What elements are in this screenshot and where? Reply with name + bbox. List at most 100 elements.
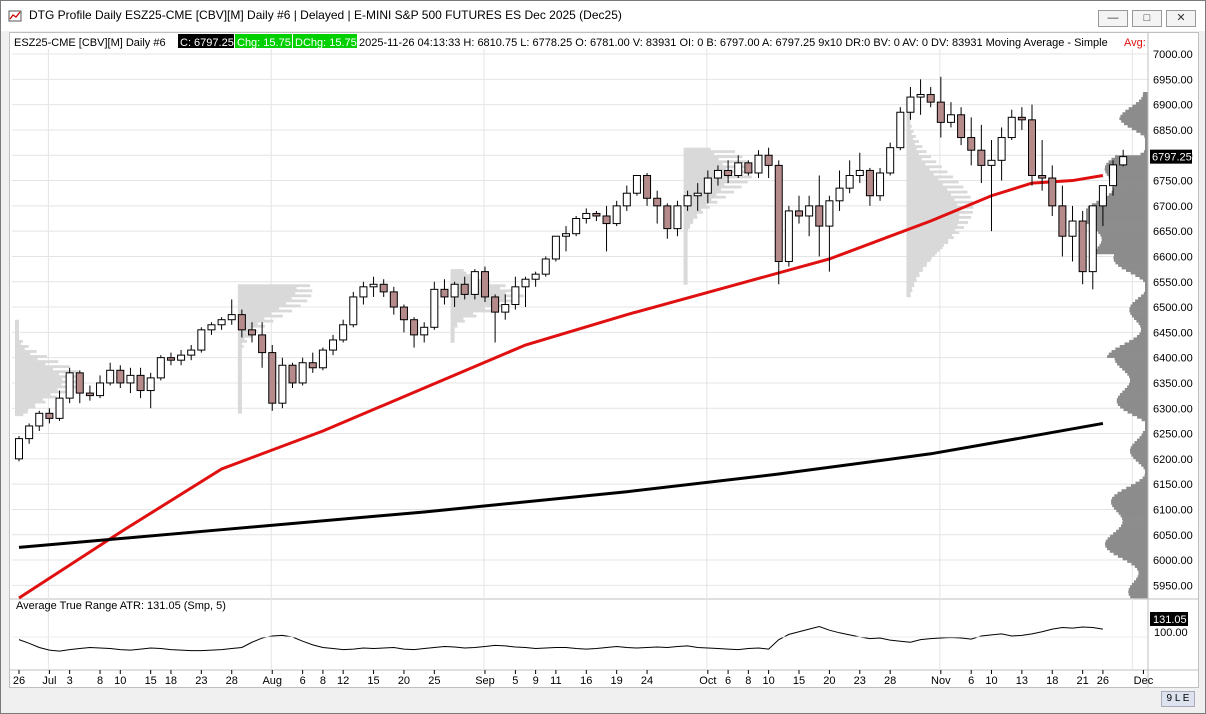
volume-profile-bar	[1145, 286, 1148, 290]
volume-profile-bar	[1117, 395, 1148, 399]
volume-profile-bar	[1132, 301, 1148, 305]
profile-bar	[906, 243, 945, 247]
volume-profile-bar	[1093, 251, 1148, 255]
date-tick-label: 6	[300, 675, 306, 687]
candle-body	[450, 283, 459, 298]
profile-bar	[237, 319, 274, 323]
candle-body	[693, 192, 702, 197]
candle-body	[612, 205, 621, 225]
status-mode[interactable]: 9 L E	[1161, 691, 1195, 707]
profile-bar	[683, 188, 721, 191]
candle	[754, 150, 763, 179]
candle-body	[55, 397, 64, 419]
close-button[interactable]: ✕	[1166, 10, 1196, 27]
profile-bar	[15, 380, 84, 384]
volume-profile-bar	[1138, 572, 1148, 576]
price-chart[interactable]: 7000.006950.006900.006850.006800.006750.…	[10, 33, 1198, 687]
volume-profile-bar	[1127, 372, 1148, 376]
date-tick-label: 28	[884, 675, 896, 687]
candle-body	[977, 149, 986, 166]
candle-body	[197, 329, 206, 351]
profile-bar	[237, 390, 242, 394]
profile-bar	[683, 210, 704, 214]
profile-bar	[906, 266, 923, 270]
profile-bar	[15, 395, 57, 399]
date-axis[interactable]: 26 Jul 3 8 10 15 18 23 28 Aug 6 8 12 15 20 25 Sep 5 9 11 16 1…	[13, 670, 1154, 687]
price-axis[interactable]: 7000.006950.006900.006850.006800.006750.…	[1147, 33, 1193, 687]
profile-bar	[683, 233, 688, 237]
candle-body	[1119, 156, 1128, 166]
profile-bar	[450, 304, 508, 308]
candle-body	[126, 374, 135, 384]
profile-bar	[237, 398, 242, 401]
volume-profile-bar	[1138, 99, 1148, 103]
volume-profile-bar	[1099, 243, 1148, 247]
volume-profile-bar	[1143, 291, 1148, 295]
volume-profile-right	[1086, 92, 1148, 599]
profile-bar	[906, 200, 973, 204]
candles[interactable]	[15, 76, 1128, 462]
profile-bar	[906, 284, 915, 288]
candle	[1098, 185, 1107, 227]
candle	[825, 195, 834, 272]
volume-profile-bar	[1139, 479, 1148, 482]
profile-bar	[237, 294, 312, 298]
volume-profile-bar	[1144, 468, 1148, 472]
ma-fast-line	[18, 174, 1104, 600]
volume-profile-bar	[1118, 527, 1148, 530]
candle	[967, 117, 976, 166]
volume-profile-bar	[1116, 509, 1148, 513]
candle-body	[936, 101, 945, 123]
profile-bar	[15, 342, 21, 346]
volume-profile-bar	[1140, 329, 1148, 333]
candle-body	[1068, 220, 1077, 237]
volume-profile-bar	[1139, 332, 1148, 336]
candle-body	[926, 94, 935, 103]
candle	[258, 322, 267, 368]
volume-profile-bar	[1131, 562, 1148, 566]
profile-bar	[683, 150, 736, 154]
candle-body	[480, 271, 489, 298]
profile-bar	[906, 208, 959, 212]
volume-profile-bar	[1145, 471, 1148, 475]
volume-profile-bar	[1108, 352, 1148, 356]
profile-bar	[906, 142, 915, 146]
candle-body	[541, 258, 550, 275]
volume-profile-bar	[1105, 170, 1148, 174]
candle	[632, 174, 641, 196]
profile-bar	[237, 355, 242, 358]
chart-area[interactable]: 7000.006950.006900.006850.006800.006750.…	[9, 32, 1199, 688]
minimize-button[interactable]: —	[1098, 10, 1128, 27]
profile-bar	[683, 264, 688, 267]
profile-bar	[906, 147, 917, 151]
candle	[865, 167, 874, 206]
price-tick: 6450.00	[1153, 327, 1193, 339]
date-tick-label: 25	[428, 675, 440, 687]
profile-bar	[15, 393, 51, 396]
volume-profile-bar	[1122, 390, 1148, 394]
profile-bar	[237, 345, 244, 348]
profile-bar	[906, 160, 937, 164]
volume-profile-bar	[1135, 458, 1148, 462]
volume-profile-bar	[1116, 529, 1148, 533]
title-bar[interactable]: DTG Profile Daily ESZ25-CME [CBV][M] Dai…	[1, 1, 1205, 31]
profile-bar	[237, 375, 242, 379]
profile-bar	[906, 231, 960, 234]
candle-body	[1038, 174, 1047, 179]
profile-bar	[683, 180, 748, 184]
profile-bar	[906, 127, 911, 131]
candle-body	[227, 314, 236, 321]
profile-bar	[906, 286, 912, 290]
date-tick-label: 18	[1046, 675, 1058, 687]
candle-body	[754, 154, 763, 174]
candle	[815, 175, 824, 257]
maximize-button[interactable]: □	[1132, 10, 1162, 27]
profile-bar	[906, 276, 917, 280]
volume-profile-bar	[1141, 294, 1148, 298]
volume-profile-bar	[1138, 296, 1148, 300]
candle	[562, 226, 571, 252]
volume-profile-bar	[1141, 463, 1148, 467]
volume-profile-bar	[1114, 506, 1148, 510]
volume-profile-bar	[1130, 595, 1148, 599]
volume-profile-bar	[1111, 350, 1148, 353]
